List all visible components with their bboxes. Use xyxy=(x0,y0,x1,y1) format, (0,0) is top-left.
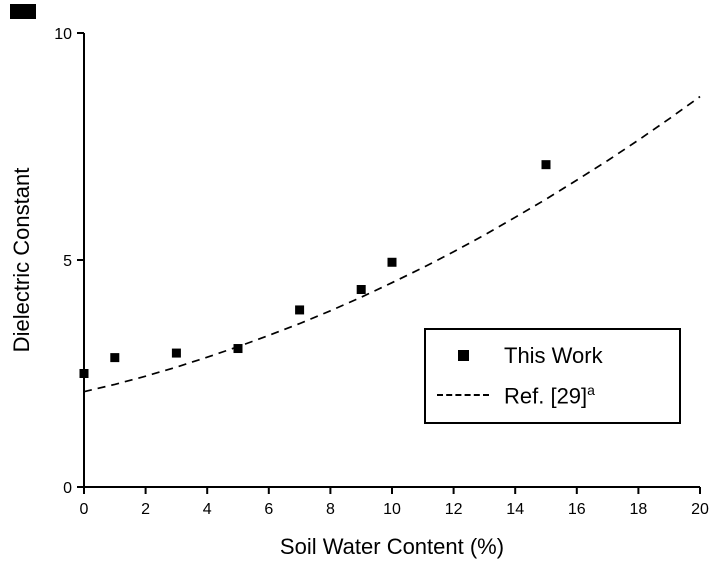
legend-marker-box xyxy=(434,394,492,397)
x-tick-label: 18 xyxy=(630,501,648,518)
corner-artifact xyxy=(10,4,36,19)
y-tick-label: 5 xyxy=(63,253,72,270)
x-tick-label: 0 xyxy=(80,501,89,518)
data-point xyxy=(356,285,366,295)
x-tick-label: 14 xyxy=(506,501,524,518)
x-tick-label: 2 xyxy=(141,501,150,518)
x-tick-label: 10 xyxy=(383,501,401,518)
data-point xyxy=(110,353,120,363)
x-tick-label: 20 xyxy=(691,501,709,518)
legend: This Work Ref. [29]a xyxy=(424,328,681,424)
data-point xyxy=(171,348,181,358)
legend-label-ref-29-text: Ref. [29] xyxy=(504,383,588,409)
x-tick-label: 6 xyxy=(264,501,273,518)
square-marker-icon xyxy=(457,350,469,362)
data-point xyxy=(295,305,305,315)
y-tick-label: 10 xyxy=(54,26,72,43)
trend-line xyxy=(83,95,701,393)
legend-item-this-work: This Work xyxy=(426,343,679,369)
dashed-line-icon xyxy=(437,394,489,397)
x-tick-label: 8 xyxy=(326,501,335,518)
data-point xyxy=(387,257,397,267)
x-axis-title: Soil Water Content (%) xyxy=(279,534,505,559)
x-tick-label: 16 xyxy=(568,501,586,518)
x-tick-label: 4 xyxy=(203,501,212,518)
legend-label-this-work: This Work xyxy=(504,342,603,368)
y-axis-title: Dielectric Constant xyxy=(9,167,34,353)
legend-label-ref-29-sup: a xyxy=(587,381,595,398)
legend-item-ref-29: Ref. [29]a xyxy=(426,382,679,409)
data-point xyxy=(233,344,243,354)
data-point xyxy=(541,160,551,170)
y-tick-label: 0 xyxy=(63,480,72,497)
x-tick-label: 12 xyxy=(445,501,463,518)
data-point xyxy=(79,369,89,378)
legend-marker-box xyxy=(434,350,492,362)
legend-label-ref-29: Ref. [29]a xyxy=(504,382,595,409)
